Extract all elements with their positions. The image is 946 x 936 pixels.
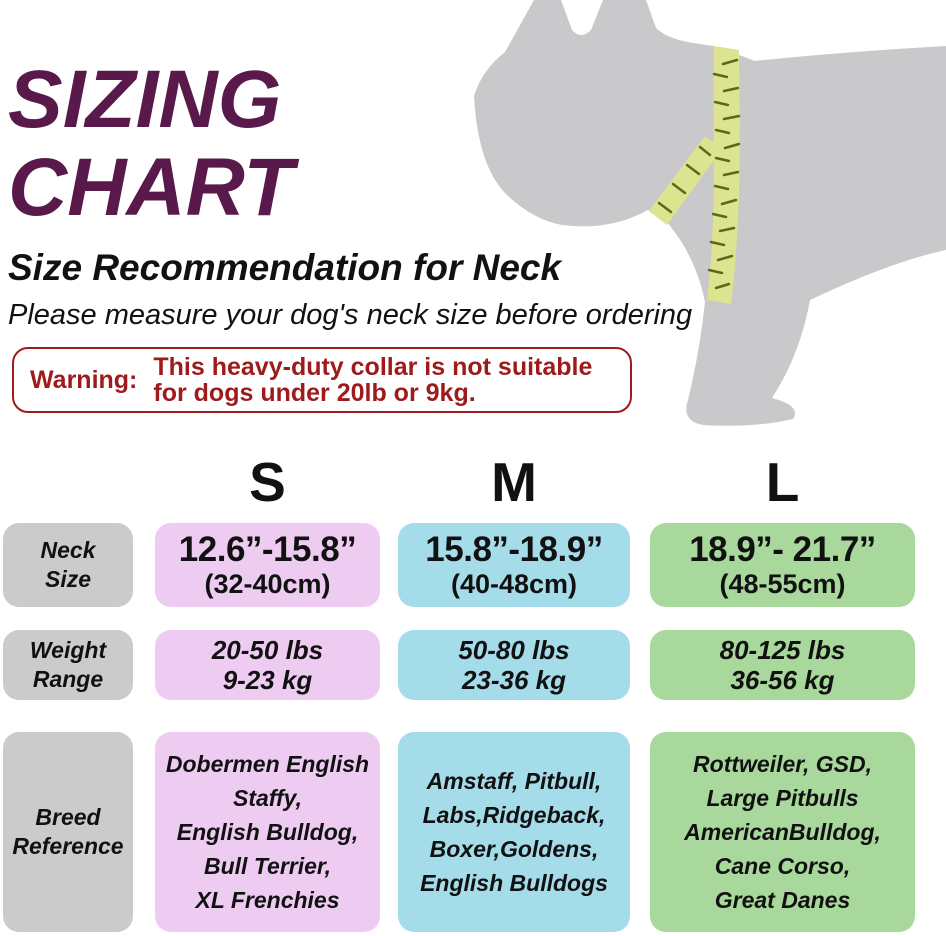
neck-size-cm: (40-48cm) [450,569,578,599]
breed-line: Staffy, [232,785,303,811]
row-label-neck-size: Neck Size [3,523,133,607]
weight-lbs: 20-50 lbs [211,635,324,665]
row-label-line: Size [44,566,92,592]
warning-box: Warning: This heavy-duty collar is not s… [12,347,632,413]
dog-body-shape [474,0,946,426]
breed-line: Labs,Ridgeback, [422,802,606,828]
cell-breed-reference-s: Dobermen English Staffy, English Bulldog… [155,732,380,932]
breed-line: Dobermen English [165,751,370,777]
warning-text: This heavy-duty collar is not suitable f… [153,354,592,406]
weight-lbs: 80-125 lbs [719,635,846,665]
tape-tick-marks [657,58,741,290]
breed-line: Large Pitbulls [706,785,859,811]
warning-text-line-1: This heavy-duty collar is not suitable [153,353,593,381]
measuring-tape-neck-strap [649,136,722,225]
cell-neck-size-m: 15.8”-18.9” (40-48cm) [398,523,630,607]
breed-line: Great Danes [714,887,851,913]
row-label-line: Reference [12,833,124,859]
breed-line: English Bulldog, [176,819,359,845]
row-label-line: Breed [35,804,101,830]
subtitle: Size Recommendation for Neck [8,247,562,288]
row-label-line: Weight [29,637,107,663]
warning-label: Warning: [30,365,138,394]
breed-line: XL Frenchies [195,887,340,913]
measure-note: Please measure your dog's neck size befo… [8,299,693,331]
column-header-l: L [765,451,800,513]
title-line-2: CHART [8,142,294,233]
breed-line: Bull Terrier, [204,853,331,879]
breed-line: English Bulldogs [420,870,608,896]
cell-weight-range-l: 80-125 lbs 36-56 kg [650,630,915,700]
neck-size-cm: (48-55cm) [719,569,846,599]
neck-size-inches: 12.6”-15.8” [178,530,357,569]
weight-kg: 9-23 kg [222,665,313,695]
cell-weight-range-m: 50-80 lbs 23-36 kg [398,630,630,700]
cell-neck-size-l: 18.9”- 21.7” (48-55cm) [650,523,915,607]
neck-size-inches: 15.8”-18.9” [425,530,603,569]
neck-size-cm: (32-40cm) [204,569,331,599]
weight-kg: 23-36 kg [461,665,567,695]
row-label-weight-range: Weight Range [3,630,133,700]
breed-line: Boxer,Goldens, [429,836,599,862]
cell-neck-size-s: 12.6”-15.8” (32-40cm) [155,523,380,607]
weight-lbs: 50-80 lbs [458,635,570,665]
page-title: SIZING CHART [8,56,293,232]
breed-line: Amstaff, Pitbull, [426,768,602,794]
breed-line: AmericanBulldog, [684,819,881,845]
column-header-s: S [249,451,286,513]
neck-size-inches: 18.9”- 21.7” [689,530,876,569]
row-label-line: Range [32,666,104,692]
row-label-line: Neck [40,537,96,563]
weight-kg: 36-56 kg [730,665,835,695]
breed-line: Rottweiler, GSD, [693,751,872,777]
cell-weight-range-s: 20-50 lbs 9-23 kg [155,630,380,700]
cell-breed-reference-l: Rottweiler, GSD, Large Pitbulls American… [650,732,915,932]
warning-text-line-2: for dogs under 20lb or 9kg. [153,379,476,407]
breed-line: Cane Corso, [714,853,851,879]
title-line-1: SIZING [8,54,282,145]
dog-silhouette-illustration [474,0,946,426]
column-header-m: M [491,451,537,513]
row-label-breed-reference: Breed Reference [3,732,133,932]
cell-breed-reference-m: Amstaff, Pitbull, Labs,Ridgeback, Boxer,… [398,732,630,932]
